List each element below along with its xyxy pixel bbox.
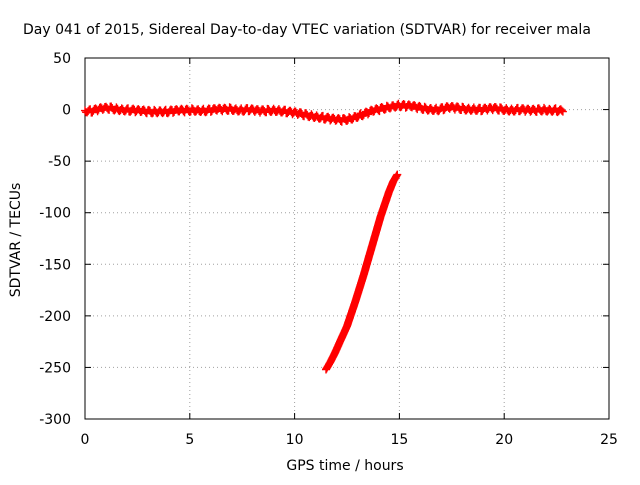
x-tick-label: 5 — [185, 432, 194, 448]
y-tick-label: -100 — [39, 206, 71, 222]
x-tick-label: 0 — [81, 432, 90, 448]
x-axis-label: GPS time / hours — [286, 458, 403, 474]
series-1-markers — [81, 100, 567, 126]
x-tick-label: 15 — [390, 432, 408, 448]
y-tick-label: -150 — [39, 257, 71, 273]
chart-title: Day 041 of 2015, Sidereal Day-to-day VTE… — [23, 22, 591, 38]
y-tick-label: 50 — [53, 51, 71, 67]
y-axis-label: SDTVAR / TECUs — [8, 183, 24, 298]
y-tick-label: -50 — [48, 154, 71, 170]
x-tick-label: 10 — [286, 432, 304, 448]
y-tick-label: -300 — [39, 412, 71, 428]
y-tick-label: -200 — [39, 309, 71, 325]
y-tick-label: 0 — [62, 103, 71, 119]
x-tick-label: 25 — [600, 432, 618, 448]
x-tick-label: 20 — [495, 432, 513, 448]
y-tick-label: -250 — [39, 360, 71, 376]
data-layer — [81, 100, 567, 374]
series-2-markers — [322, 171, 401, 374]
